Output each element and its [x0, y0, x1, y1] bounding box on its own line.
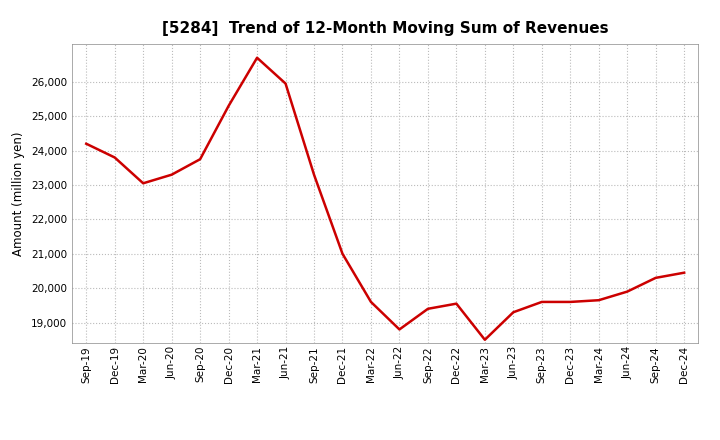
- Title: [5284]  Trend of 12-Month Moving Sum of Revenues: [5284] Trend of 12-Month Moving Sum of R…: [162, 21, 608, 36]
- Y-axis label: Amount (million yen): Amount (million yen): [12, 132, 25, 256]
